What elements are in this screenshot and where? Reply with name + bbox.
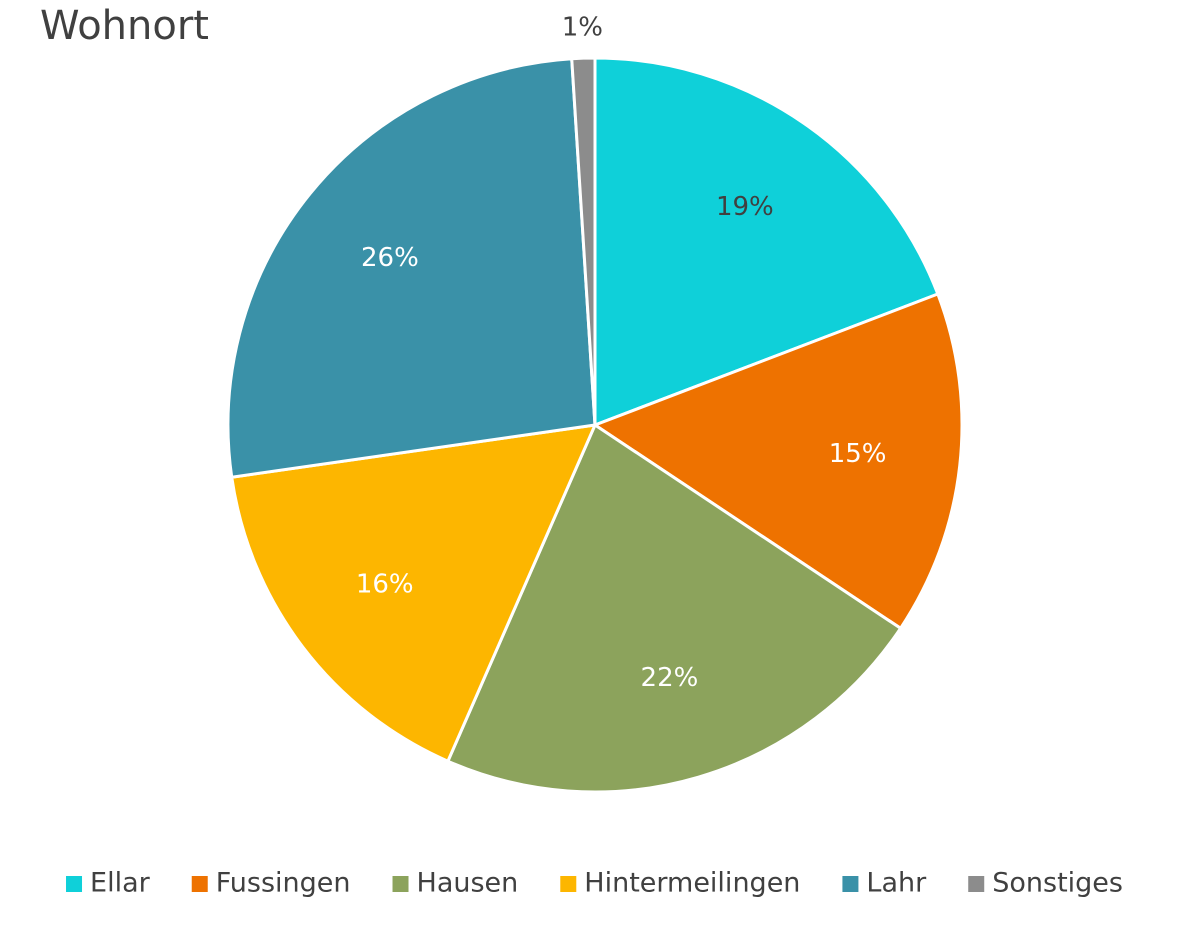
pie bbox=[226, 56, 964, 794]
legend-label: Lahr bbox=[866, 868, 927, 899]
legend-swatch bbox=[66, 876, 83, 892]
data-label: 15% bbox=[829, 439, 887, 469]
legend-item: Lahr bbox=[842, 868, 927, 899]
legend-label: Sonstiges bbox=[992, 868, 1123, 899]
legend-swatch bbox=[560, 876, 577, 892]
legend: Ellar Fussingen Hausen Hintermeilingen Lahr S… bbox=[66, 868, 1123, 899]
legend-swatch bbox=[842, 876, 859, 892]
legend-item: Hintermeilingen bbox=[560, 868, 800, 899]
pie-slice bbox=[570, 56, 597, 427]
data-label: 22% bbox=[641, 663, 699, 693]
data-label: 26% bbox=[361, 243, 419, 273]
legend-label: Fussingen bbox=[216, 868, 351, 899]
legend-label: Hausen bbox=[417, 868, 519, 899]
pie-slice bbox=[446, 423, 903, 794]
legend-swatch bbox=[392, 876, 409, 892]
pie-slice bbox=[593, 56, 940, 427]
chart-title: Wohnort bbox=[40, 3, 209, 49]
legend-label: Ellar bbox=[90, 868, 151, 899]
legend-label: Hintermeilingen bbox=[584, 868, 800, 899]
legend-swatch bbox=[968, 876, 985, 892]
pie-slice bbox=[593, 292, 964, 630]
data-label: 16% bbox=[356, 570, 414, 600]
pie-slice bbox=[226, 57, 597, 479]
legend-item: Hausen bbox=[392, 868, 519, 899]
legend-item: Ellar bbox=[66, 868, 151, 899]
data-labels: 19% 15% 22% 16% 26% 1% bbox=[356, 13, 887, 693]
legend-swatch bbox=[191, 876, 208, 892]
legend-item: Sonstiges bbox=[968, 868, 1123, 899]
pie-slice bbox=[230, 423, 597, 763]
data-label: 19% bbox=[716, 192, 774, 222]
data-label: 1% bbox=[562, 13, 603, 43]
legend-item: Fussingen bbox=[191, 868, 351, 899]
